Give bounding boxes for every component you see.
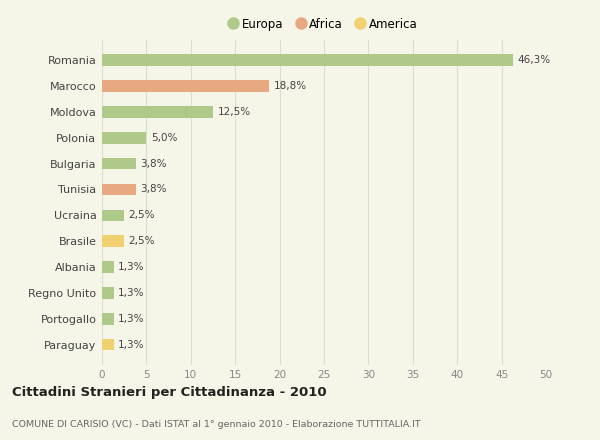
Bar xyxy=(102,209,124,221)
Bar xyxy=(102,183,136,195)
Bar xyxy=(102,261,113,273)
Bar xyxy=(102,339,113,350)
Bar xyxy=(102,158,136,169)
Text: 12,5%: 12,5% xyxy=(217,107,251,117)
Text: 3,8%: 3,8% xyxy=(140,184,167,194)
Legend: Europa, Africa, America: Europa, Africa, America xyxy=(226,13,422,35)
Text: 1,3%: 1,3% xyxy=(118,340,145,350)
Text: 1,3%: 1,3% xyxy=(118,314,145,324)
Bar xyxy=(102,80,269,92)
Text: Cittadini Stranieri per Cittadinanza - 2010: Cittadini Stranieri per Cittadinanza - 2… xyxy=(12,386,326,399)
Bar xyxy=(102,287,113,299)
Text: 18,8%: 18,8% xyxy=(274,81,307,91)
Text: 3,8%: 3,8% xyxy=(140,159,167,169)
Bar xyxy=(102,235,124,247)
Text: 1,3%: 1,3% xyxy=(118,262,145,272)
Bar xyxy=(102,106,213,118)
Bar xyxy=(102,132,146,143)
Text: 5,0%: 5,0% xyxy=(151,133,177,143)
Text: COMUNE DI CARISIO (VC) - Dati ISTAT al 1° gennaio 2010 - Elaborazione TUTTITALIA: COMUNE DI CARISIO (VC) - Dati ISTAT al 1… xyxy=(12,420,421,429)
Text: 2,5%: 2,5% xyxy=(128,236,155,246)
Bar xyxy=(102,55,513,66)
Bar xyxy=(102,313,113,325)
Text: 46,3%: 46,3% xyxy=(518,55,551,65)
Text: 2,5%: 2,5% xyxy=(128,210,155,220)
Text: 1,3%: 1,3% xyxy=(118,288,145,298)
